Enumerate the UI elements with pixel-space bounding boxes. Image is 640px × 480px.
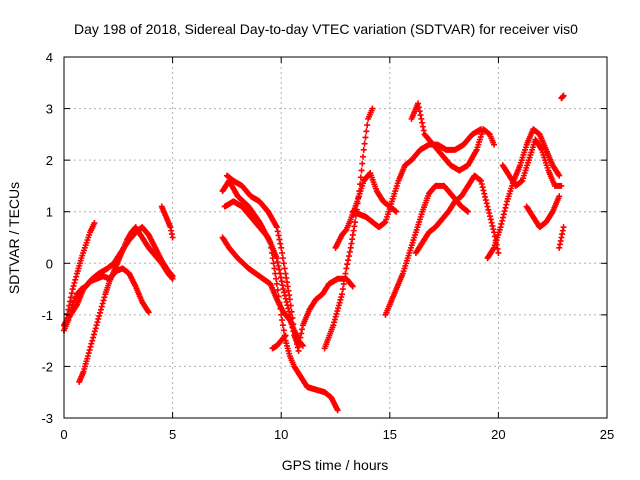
data-point-markers bbox=[556, 224, 566, 251]
chart-title: Day 198 of 2018, Sidereal Day-to-day VTE… bbox=[74, 21, 578, 37]
y-tick-label: 3 bbox=[46, 102, 53, 117]
data-point-markers bbox=[76, 224, 175, 385]
x-tick-label: 10 bbox=[274, 427, 288, 442]
series-arc-17 bbox=[485, 126, 563, 261]
data-point-markers bbox=[220, 235, 306, 349]
series-arc-14 bbox=[382, 183, 471, 318]
y-axis-label: SDTVAR / TECUs bbox=[6, 182, 22, 294]
series-arc-1 bbox=[61, 224, 176, 333]
series-arc-19 bbox=[524, 193, 563, 230]
series-arc-16 bbox=[413, 173, 502, 256]
grid-lines bbox=[64, 57, 607, 418]
y-tick-label: -1 bbox=[41, 308, 53, 323]
series-arc-7 bbox=[222, 198, 356, 348]
x-tick-label: 25 bbox=[600, 427, 614, 442]
data-point-markers bbox=[485, 126, 563, 261]
x-tick-label: 15 bbox=[383, 427, 397, 442]
series-arc-20 bbox=[556, 224, 566, 251]
data-series bbox=[61, 93, 567, 414]
data-point-markers bbox=[558, 93, 566, 102]
x-tick-label: 5 bbox=[169, 427, 176, 442]
series-arc-8 bbox=[220, 235, 306, 349]
sdtvar-chart: 0 5 10 15 20 25 -3 -2 -1 0 1 2 3 4 Day 198 of 2018, S… bbox=[0, 0, 640, 480]
x-axis-label: GPS time / hours bbox=[282, 457, 389, 473]
x-tick-label: 0 bbox=[60, 427, 67, 442]
y-tick-label: 2 bbox=[46, 153, 53, 168]
data-point-markers bbox=[222, 198, 356, 348]
data-point-markers bbox=[409, 100, 498, 173]
series-arc-21 bbox=[558, 93, 566, 102]
y-tick-label: -2 bbox=[41, 359, 53, 374]
data-point-markers bbox=[382, 183, 471, 318]
series-arc-3 bbox=[76, 224, 175, 385]
y-tick-label: 0 bbox=[46, 256, 53, 271]
data-point-markers bbox=[524, 193, 563, 230]
y-tick-label: -3 bbox=[41, 411, 53, 426]
data-point-markers bbox=[413, 173, 502, 256]
plot-frame bbox=[64, 57, 607, 418]
y-tick-label: 4 bbox=[46, 50, 53, 65]
series-arc-15 bbox=[409, 100, 498, 173]
data-point-markers bbox=[61, 224, 176, 333]
y-tick-label: 1 bbox=[46, 205, 53, 220]
x-tick-label: 20 bbox=[491, 427, 505, 442]
